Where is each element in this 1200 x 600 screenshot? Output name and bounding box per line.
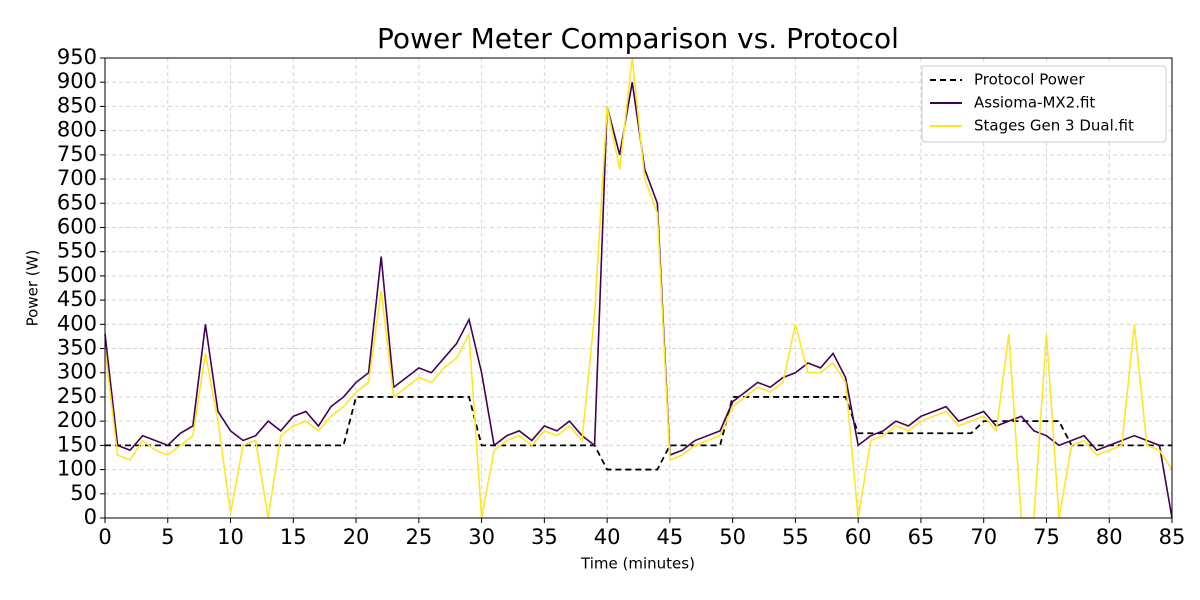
x-tick-label: 25	[405, 525, 432, 549]
series-line	[105, 396, 1172, 471]
legend-label: Assioma-MX2.fit	[974, 94, 1095, 112]
legend-label: Protocol Power	[974, 71, 1085, 89]
y-tick-label: 350	[57, 336, 97, 360]
x-tick-label: 10	[217, 525, 244, 549]
y-tick-label: 100	[57, 457, 97, 481]
x-tick-label: 85	[1159, 525, 1186, 549]
y-tick-label: 950	[57, 45, 97, 69]
x-tick-label: 55	[782, 525, 809, 549]
y-tick-label: 400	[57, 311, 97, 335]
x-tick-label: 20	[343, 525, 370, 549]
series-line	[104, 57, 1173, 519]
x-axis-label: Time (minutes)	[580, 555, 695, 573]
x-tick-label: 60	[845, 525, 872, 549]
y-tick-label: 600	[57, 214, 97, 238]
y-tick-label: 0	[84, 505, 97, 529]
y-tick-label: 750	[57, 142, 97, 166]
y-tick-label: 300	[57, 360, 97, 384]
x-tick-label: 35	[531, 525, 558, 549]
x-tick-label: 5	[161, 525, 174, 549]
y-tick-label: 550	[57, 239, 97, 263]
chart-title: Power Meter Comparison vs. Protocol	[377, 22, 899, 55]
x-tick-label: 15	[280, 525, 307, 549]
x-tick-label: 45	[657, 525, 684, 549]
x-tick-label: 75	[1033, 525, 1060, 549]
y-tick-label: 250	[57, 384, 97, 408]
y-tick-label: 850	[57, 93, 97, 117]
legend-label: Stages Gen 3 Dual.fit	[974, 117, 1134, 135]
y-axis-label: Power (W)	[24, 250, 42, 327]
y-tick-label: 200	[57, 408, 97, 432]
x-tick-label: 40	[594, 525, 621, 549]
y-tick-label: 450	[57, 287, 97, 311]
x-tick-label: 50	[719, 525, 746, 549]
y-tick-label: 500	[57, 263, 97, 287]
legend-box	[921, 65, 1167, 143]
x-tick-label: 80	[1096, 525, 1123, 549]
y-tick-label: 50	[70, 481, 97, 505]
x-tick-label: 70	[970, 525, 997, 549]
plot-frame	[104, 57, 1173, 519]
x-tick-label: 0	[98, 525, 111, 549]
y-tick-label: 900	[57, 69, 97, 93]
y-tick-label: 150	[57, 432, 97, 456]
y-tick-label: 800	[57, 118, 97, 142]
x-tick-label: 65	[908, 525, 935, 549]
x-tick-label: 30	[468, 525, 495, 549]
y-tick-label: 650	[57, 190, 97, 214]
y-tick-label: 700	[57, 166, 97, 190]
